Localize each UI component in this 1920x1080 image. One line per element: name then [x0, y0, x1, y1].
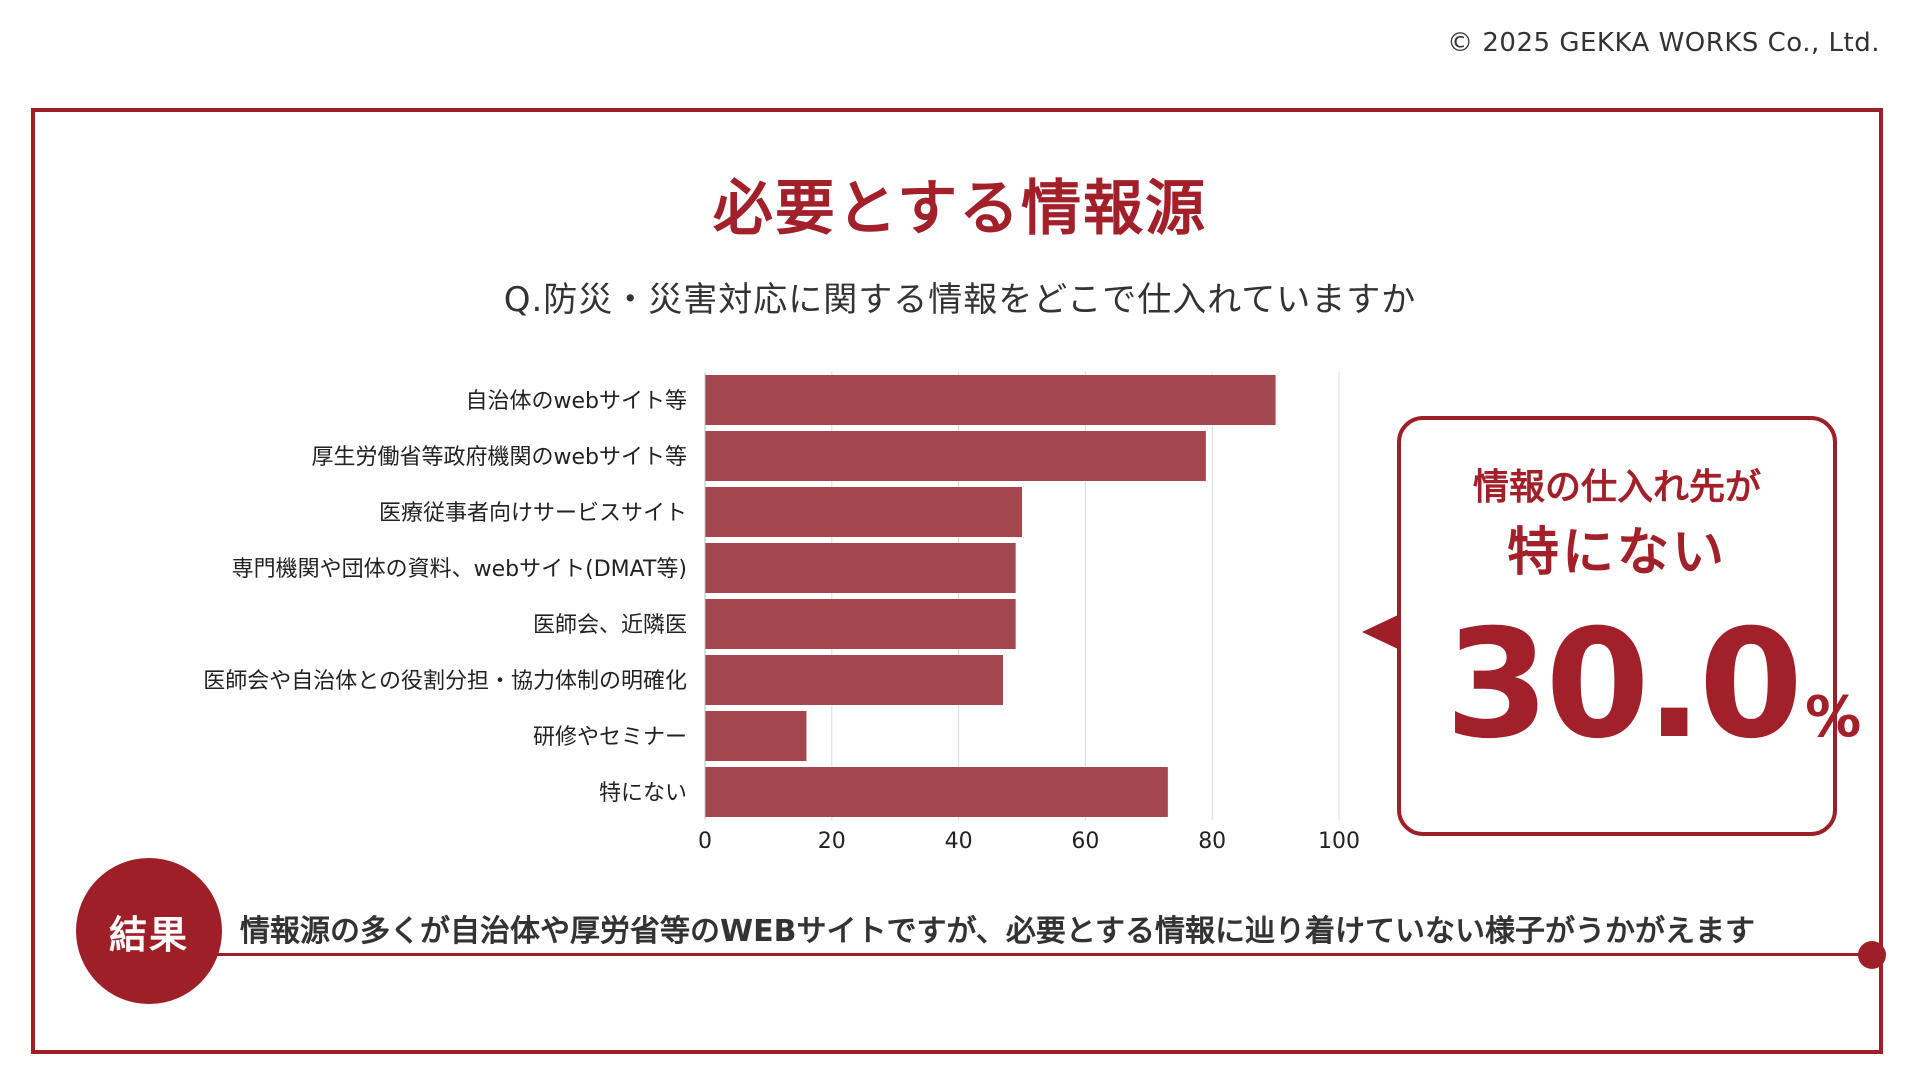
- result-underline: [200, 953, 1872, 956]
- bar: [705, 655, 1003, 705]
- result-badge: 結果: [76, 858, 222, 1004]
- callout-pointer: [1362, 615, 1398, 649]
- category-label: 医療従事者向けサービスサイト: [379, 501, 687, 526]
- category-label: 医師会や自治体との役割分担・協力体制の明確化: [203, 669, 687, 694]
- x-tick-label: 40: [945, 829, 973, 854]
- callout-percentage: 30.0%: [1445, 610, 1861, 760]
- copyright-text: © 2025 GEKKA WORKS Co., Ltd.: [1447, 28, 1880, 58]
- category-label: 特にない: [599, 781, 687, 806]
- bar: [705, 487, 1022, 537]
- survey-question: Q.防災・災害対応に関する情報をどこで仕入れていますか: [503, 280, 1417, 320]
- x-tick-label: 60: [1071, 829, 1099, 854]
- x-tick-label: 20: [818, 829, 846, 854]
- result-line-end-dot: [1858, 941, 1886, 969]
- bar: [705, 599, 1016, 649]
- category-label: 医師会、近隣医: [533, 613, 687, 638]
- callout-number: 30.0: [1445, 598, 1803, 772]
- x-tick-label: 0: [698, 829, 712, 854]
- x-tick-label: 80: [1198, 829, 1226, 854]
- callout-subject: 特にない: [1506, 523, 1727, 583]
- callout-unit: %: [1805, 685, 1862, 750]
- bar: [705, 431, 1206, 481]
- category-label: 研修やセミナー: [533, 725, 687, 750]
- bar: [705, 375, 1276, 425]
- x-tick-label: 100: [1318, 829, 1360, 854]
- category-label: 専門機関や団体の資料、webサイト(DMAT等): [232, 557, 687, 582]
- content-frame: [31, 108, 1883, 1054]
- callout-heading: 情報の仕入れ先が: [1472, 467, 1761, 508]
- bar: [705, 543, 1016, 593]
- page-title: 必要とする情報源: [712, 174, 1208, 244]
- result-summary: 情報源の多くが自治体や厚労省等のWEBサイトですが、必要とする情報に辿り着けてい…: [240, 914, 1755, 949]
- highlight-callout: 情報の仕入れ先が 特にない 30.0%: [1397, 416, 1861, 836]
- bar: [705, 767, 1168, 817]
- category-label: 厚生労働省等政府機関のwebサイト等: [312, 445, 688, 470]
- category-label: 自治体のwebサイト等: [466, 389, 688, 414]
- bar: [705, 711, 807, 761]
